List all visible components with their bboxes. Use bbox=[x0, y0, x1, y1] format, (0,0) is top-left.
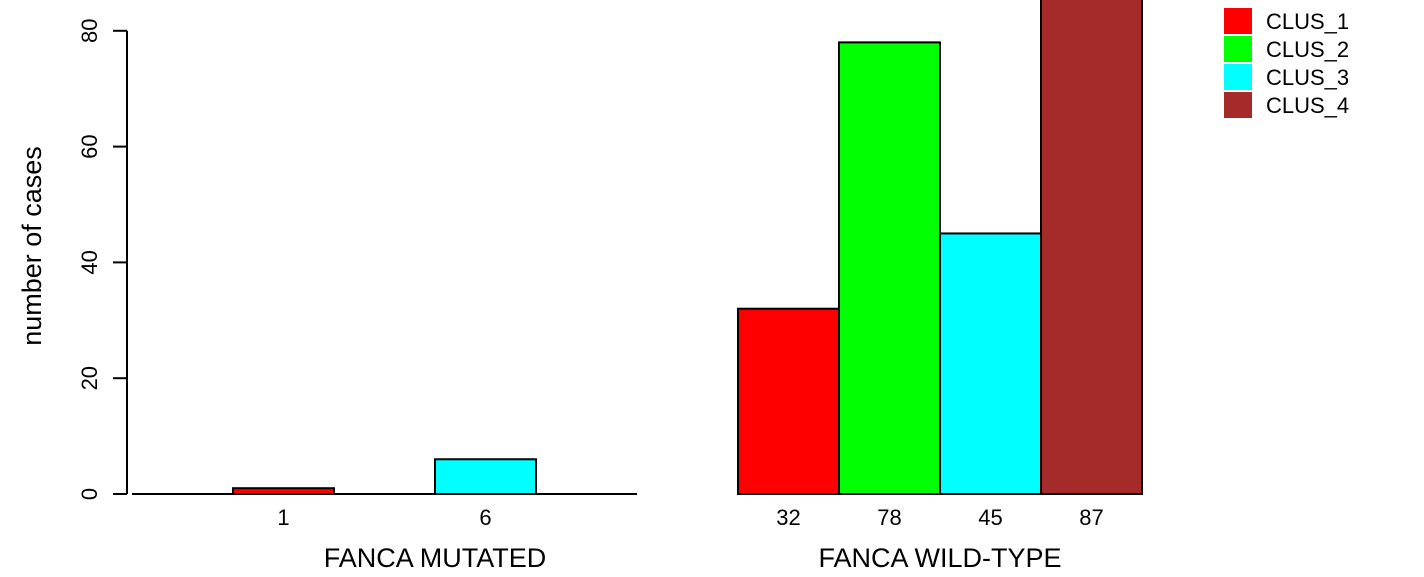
legend-swatch bbox=[1224, 92, 1252, 118]
bar-value-label: 78 bbox=[877, 505, 901, 530]
legend-label: CLUS_3 bbox=[1266, 65, 1349, 90]
y-tick-label: 0 bbox=[77, 488, 102, 500]
bar-value-label: 1 bbox=[277, 505, 289, 530]
y-tick-label: 60 bbox=[77, 134, 102, 158]
y-axis-title: number of cases bbox=[17, 146, 47, 346]
bar-clus-3 bbox=[939, 232, 1042, 495]
legend: CLUS_1 CLUS_2 CLUS_3 CLUS_4 bbox=[1224, 8, 1349, 118]
legend-swatch bbox=[1224, 36, 1252, 62]
y-tick-label: 20 bbox=[77, 366, 102, 390]
legend-label: CLUS_1 bbox=[1266, 9, 1349, 34]
plot-groups: 1 6 FANCA MUTATED 32 78 45 87 FANCA WILD-TYPE bbox=[132, 0, 1143, 573]
bar-value-label: 32 bbox=[776, 505, 800, 530]
bar-value-label: 6 bbox=[479, 505, 491, 530]
bar-clus-1 bbox=[737, 307, 840, 495]
bar-group: 32 78 45 87 FANCA WILD-TYPE bbox=[737, 0, 1143, 573]
y-axis: 0 20 40 60 80 bbox=[77, 19, 128, 500]
y-tick-label: 40 bbox=[77, 250, 102, 274]
legend-label: CLUS_4 bbox=[1266, 93, 1349, 118]
legend-label: CLUS_2 bbox=[1266, 37, 1349, 62]
bar-group: 1 6 FANCA MUTATED bbox=[132, 458, 637, 573]
bar-clus-3 bbox=[434, 458, 537, 496]
bar-value-label: 45 bbox=[978, 505, 1002, 530]
bar-clus-2 bbox=[838, 41, 941, 495]
group-label: FANCA MUTATED bbox=[324, 543, 547, 573]
legend-swatch bbox=[1224, 8, 1252, 34]
legend-swatch bbox=[1224, 64, 1252, 90]
bar-clus-4 bbox=[1040, 0, 1143, 496]
y-tick-label: 80 bbox=[77, 19, 102, 43]
bar-value-label: 87 bbox=[1079, 505, 1103, 530]
bar-clus-1 bbox=[232, 487, 335, 495]
group-label: FANCA WILD-TYPE bbox=[818, 543, 1061, 573]
